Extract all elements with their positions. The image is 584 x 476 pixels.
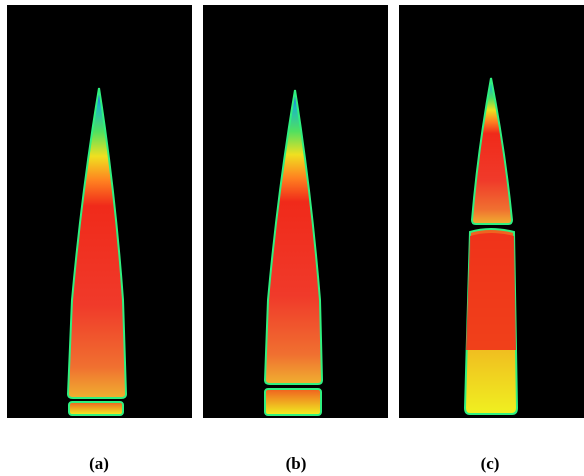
panel-label: (c) [481,454,500,473]
panel-b: (b) [203,5,388,473]
figure: (a) (b) (c) [0,0,584,476]
panel-label: (a) [89,454,109,473]
flame-base [69,402,123,415]
flame-base [265,389,321,415]
panel-label: (b) [286,454,307,473]
flame-core [466,233,516,350]
panel-a: (a) [7,5,192,473]
panel-c: (c) [399,5,584,473]
